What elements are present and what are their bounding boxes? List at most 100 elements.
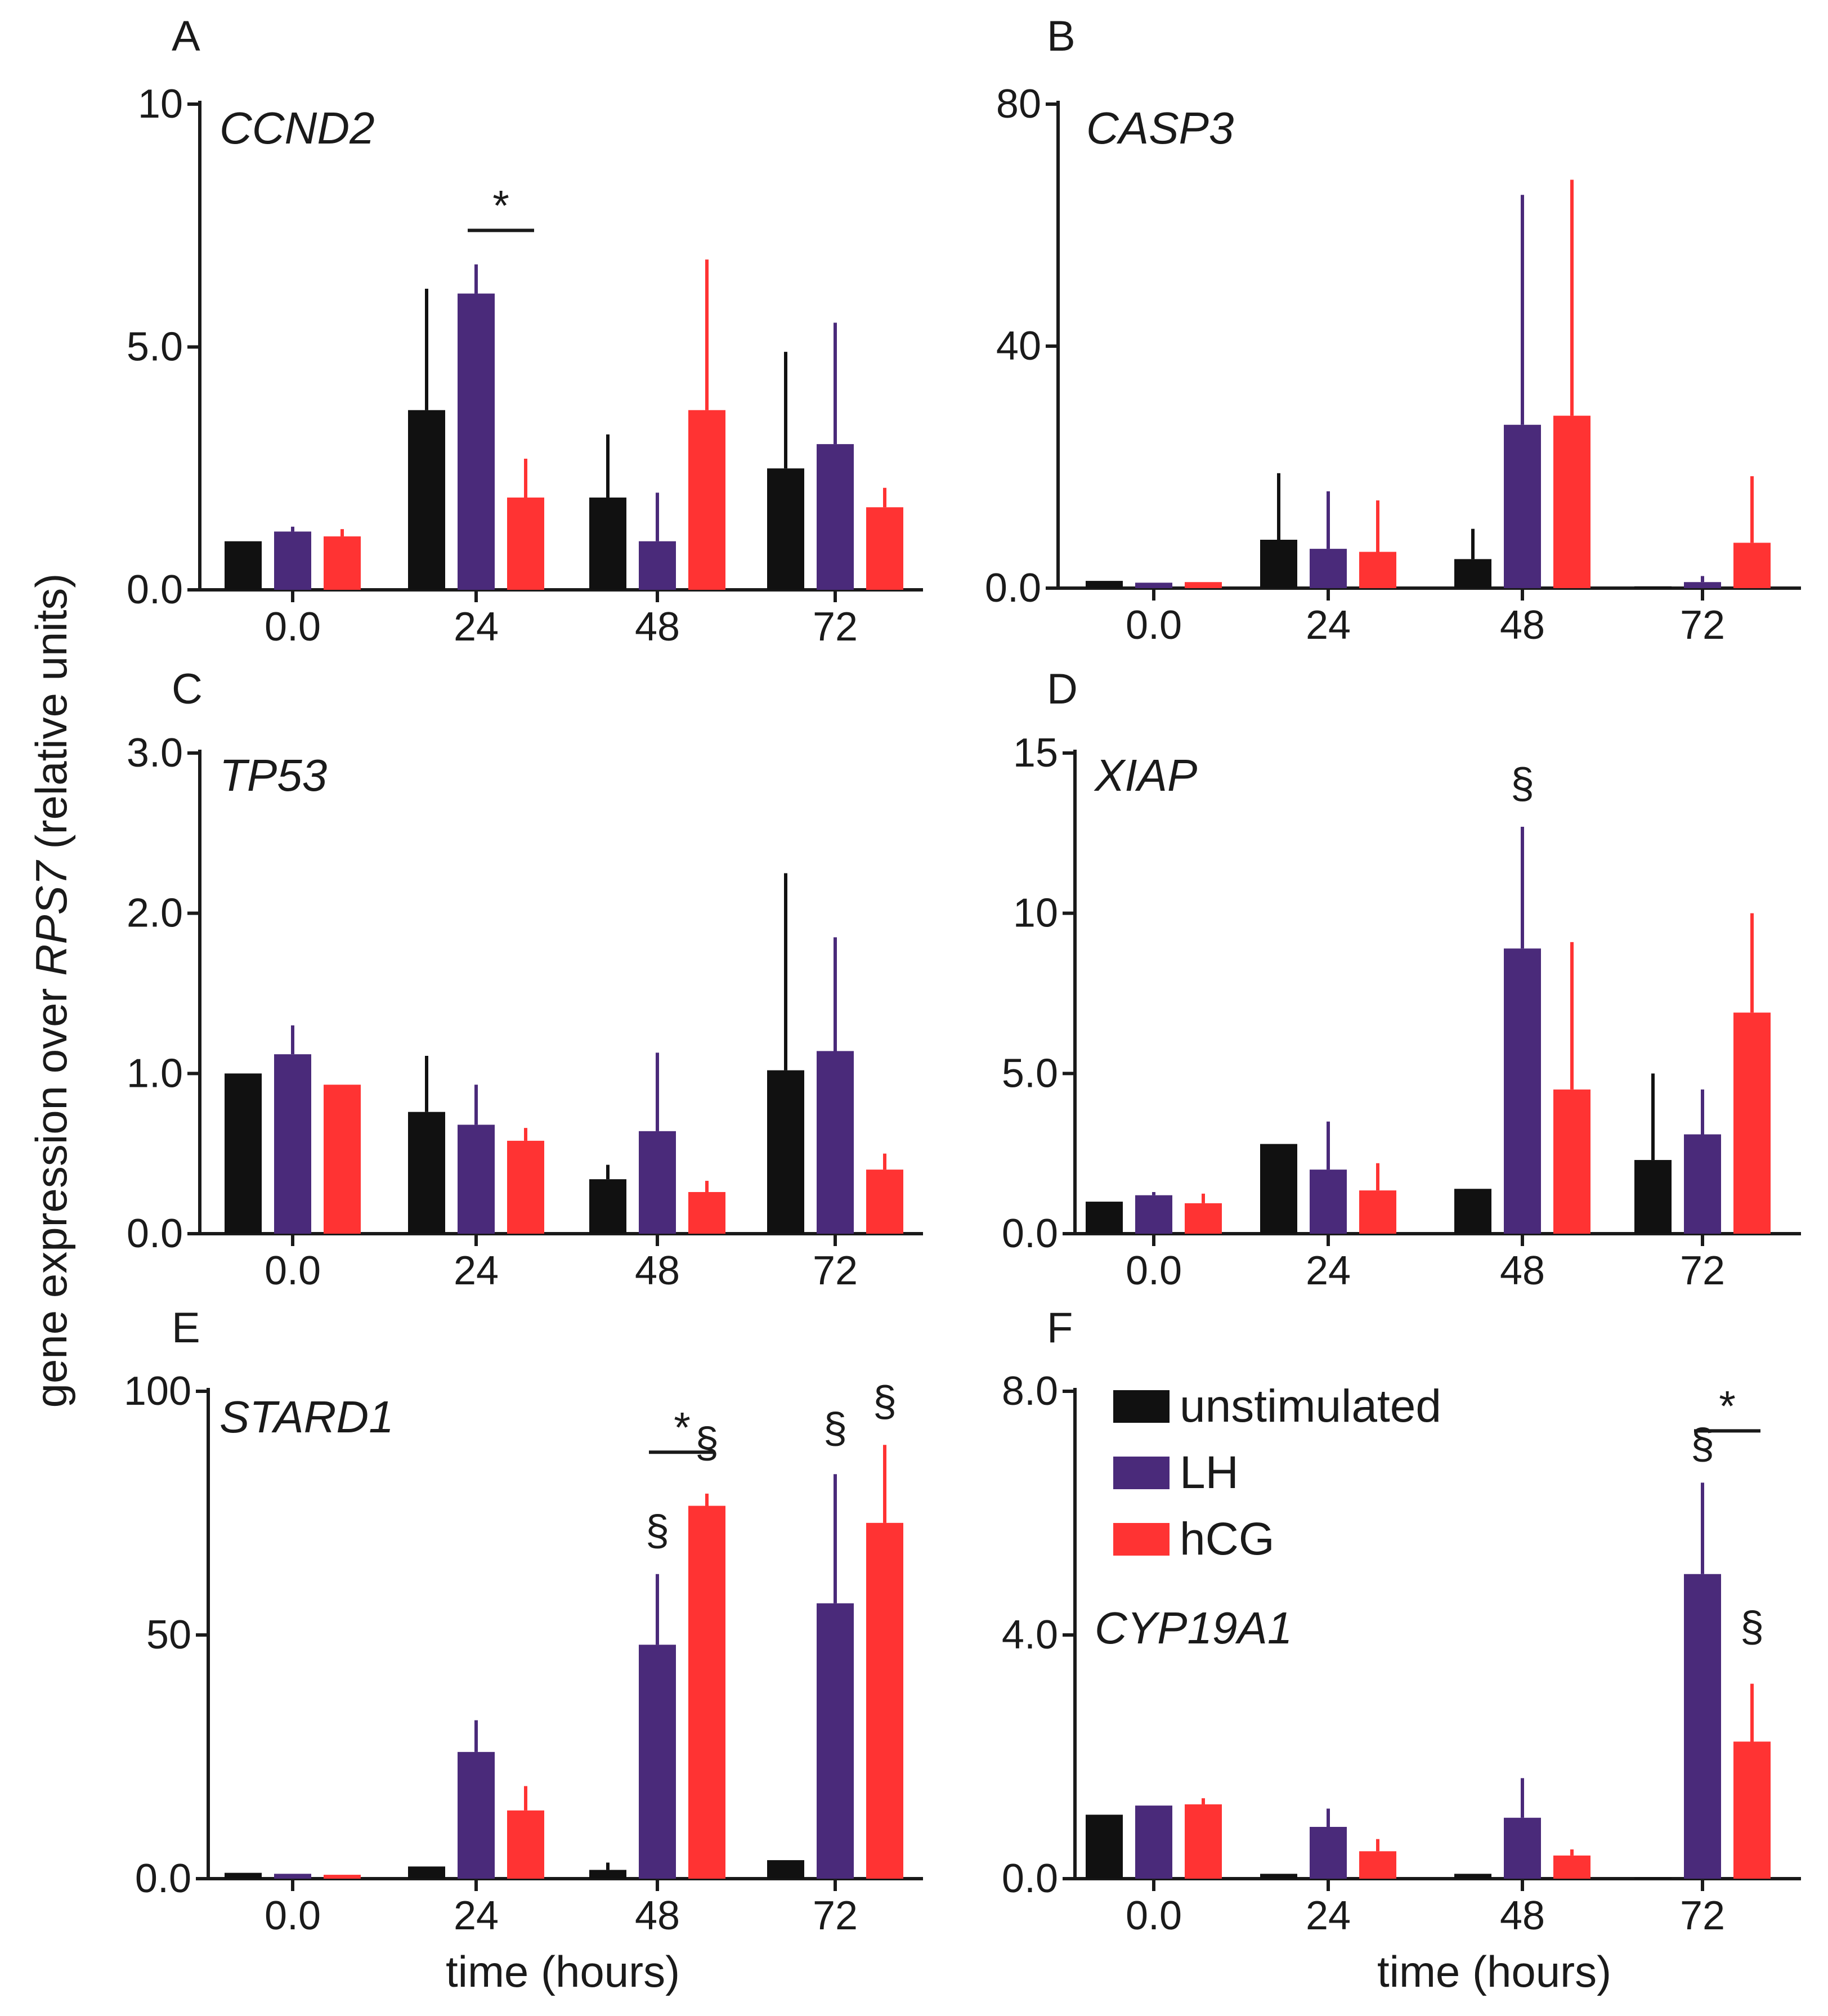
panel-letter: E <box>172 1304 200 1352</box>
x-tick-label: 72 <box>813 1248 858 1293</box>
bar-unstimulated-72 <box>767 468 804 590</box>
bar-hcg-48 <box>1553 1855 1590 1879</box>
bar-lh-48 <box>639 1131 676 1234</box>
y-tick-label: 40 <box>996 324 1041 369</box>
y-tick-label: 0.0 <box>1002 1856 1058 1901</box>
y-tick-label: 0.0 <box>135 1856 191 1901</box>
bar-lh-24 <box>1310 549 1347 588</box>
y-tick-label: 5.0 <box>1002 1051 1058 1096</box>
x-tick-label: 24 <box>454 1248 499 1293</box>
bar-hcg-48 <box>1553 415 1590 588</box>
x-tick-label: 0.0 <box>265 1248 321 1293</box>
bar-lh-48 <box>639 541 676 590</box>
section-marker: § <box>873 1377 897 1425</box>
section-marker: § <box>1511 760 1534 808</box>
bar-lh-48 <box>1504 424 1541 588</box>
y-tick-label: 3.0 <box>127 731 183 776</box>
gene-label: CCND2 <box>219 103 375 153</box>
x-tick-label: 72 <box>1680 603 1725 648</box>
panel-a: 0.0 5.0 10 0.0 24 48 72 * A CCND2 <box>127 12 923 649</box>
panel-letter: C <box>172 665 203 713</box>
panel-letter: D <box>1047 665 1078 713</box>
section-marker: § <box>695 1419 719 1467</box>
bar-hcg-72 <box>1733 1013 1771 1234</box>
x-tick-label: 72 <box>813 604 858 649</box>
x-axis-title-right: time (hours) <box>1377 1947 1611 1996</box>
legend-label-hcg: hCG <box>1180 1513 1275 1565</box>
bar-unstimulated-0.0 <box>1086 1202 1123 1234</box>
x-tick-label: 24 <box>1306 1893 1351 1938</box>
bar-hcg-24 <box>1359 552 1396 588</box>
x-tick-label: 24 <box>1306 1248 1351 1293</box>
bar-lh-72 <box>1684 1134 1721 1234</box>
bar-lh-24 <box>1310 1826 1347 1879</box>
y-tick-label: 100 <box>124 1369 191 1414</box>
bar-unstimulated-72 <box>1634 1877 1672 1879</box>
bar-unstimulated-48 <box>589 1179 626 1234</box>
bar-lh-24 <box>458 293 495 590</box>
x-tick-label: 24 <box>454 604 499 649</box>
x-tick-label: 48 <box>635 1248 680 1293</box>
y-tick-label: 10 <box>138 82 183 127</box>
gene-label: XIAP <box>1094 750 1197 800</box>
x-tick-label: 0.0 <box>1126 1893 1182 1938</box>
bar-lh-72 <box>817 1603 854 1879</box>
bar-lh-24 <box>458 1751 495 1879</box>
x-tick-label: 72 <box>1680 1893 1725 1938</box>
x-tick-label: 0.0 <box>1126 1248 1182 1293</box>
bar-hcg-0.0 <box>1185 1804 1222 1879</box>
y-tick-label: 4.0 <box>1002 1612 1058 1657</box>
bar-lh-72 <box>817 444 854 590</box>
x-tick-label: 24 <box>1306 603 1351 648</box>
bar-unstimulated-0.0 <box>225 541 262 590</box>
chart-panels: 0.0 5.0 10 0.0 24 48 72 * A CCND2 0.0 40 80 0.0 24 48 72… <box>124 12 1801 1938</box>
y-tick-label: 80 <box>996 82 1041 127</box>
bar-hcg-0.0 <box>1185 1203 1222 1234</box>
bar-unstimulated-0.0 <box>225 1872 262 1879</box>
y-axis-title-post: (relative units) <box>26 574 76 862</box>
bar-lh-24 <box>1310 1170 1347 1234</box>
bar-unstimulated-72 <box>767 1070 804 1234</box>
gene-label: TP53 <box>219 750 327 800</box>
bar-hcg-72 <box>1733 543 1771 588</box>
bar-hcg-72 <box>1733 1741 1771 1879</box>
bar-unstimulated-0.0 <box>225 1073 262 1234</box>
bar-lh-0.0 <box>274 1054 311 1234</box>
bar-unstimulated-48 <box>589 1870 626 1879</box>
bar-unstimulated-24 <box>1260 1874 1297 1879</box>
y-tick-label: 0.0 <box>1002 1211 1058 1256</box>
x-tick-label: 48 <box>1500 603 1545 648</box>
bar-hcg-0.0 <box>324 536 361 590</box>
legend-swatch-hcg <box>1113 1523 1170 1556</box>
bar-lh-0.0 <box>1135 1195 1172 1234</box>
panel-letter: A <box>172 12 200 60</box>
x-tick-label: 48 <box>635 604 680 649</box>
bar-lh-72 <box>817 1051 854 1234</box>
y-tick-label: 0.0 <box>985 566 1041 611</box>
bar-unstimulated-48 <box>589 498 626 590</box>
bar-lh-0.0 <box>1135 583 1172 588</box>
bar-unstimulated-24 <box>408 1112 445 1234</box>
bar-hcg-24 <box>507 498 544 590</box>
y-tick-label: 1.0 <box>127 1051 183 1096</box>
bar-lh-48 <box>1504 1817 1541 1879</box>
section-marker: § <box>646 1507 669 1554</box>
x-tick-label: 0.0 <box>265 1893 321 1938</box>
legend: unstimulated LH hCG <box>1113 1381 1441 1565</box>
bar-hcg-0.0 <box>324 1875 361 1879</box>
bar-unstimulated-0.0 <box>1086 1815 1123 1879</box>
y-axis-title-gene: RPS7 <box>26 860 76 976</box>
panel-d: 0.0 5.0 10 15 0.0 24 48 72 § D XIAP <box>1002 665 1801 1293</box>
bar-hcg-72 <box>866 1522 903 1879</box>
legend-label-lh: LH <box>1180 1447 1239 1498</box>
bar-lh-24 <box>458 1125 495 1234</box>
section-marker: § <box>1691 1420 1714 1468</box>
gene-label: STARD1 <box>219 1392 394 1442</box>
bar-unstimulated-24 <box>1260 1144 1297 1234</box>
legend-label-unstimulated: unstimulated <box>1180 1381 1441 1432</box>
bar-unstimulated-48 <box>1454 1874 1491 1879</box>
y-tick-label: 10 <box>1013 891 1058 936</box>
